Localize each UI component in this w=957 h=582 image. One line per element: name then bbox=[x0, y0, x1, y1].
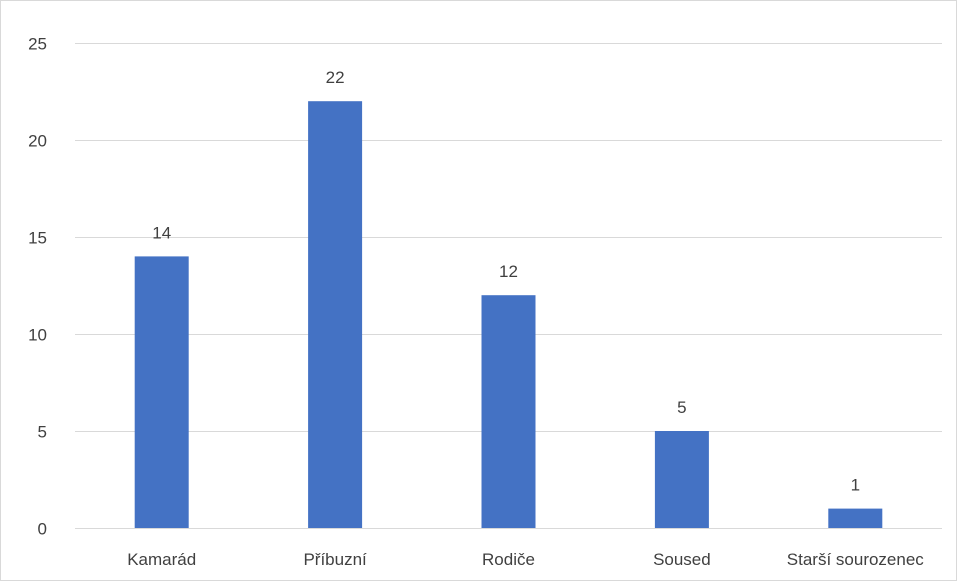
category-label: Rodiče bbox=[482, 550, 535, 569]
y-tick-label: 15 bbox=[28, 229, 47, 248]
data-label: 1 bbox=[851, 476, 860, 495]
data-label: 14 bbox=[152, 223, 171, 242]
bar bbox=[654, 431, 709, 528]
data-labels: 14 22 12 5 1 bbox=[152, 68, 860, 494]
y-tick-label: 20 bbox=[28, 132, 47, 151]
bar bbox=[134, 256, 189, 528]
x-axis-category-labels: Kamarád Příbuzní Rodiče Soused Starší souroz… bbox=[127, 550, 924, 569]
y-axis-tick-labels: 0 5 10 15 20 25 bbox=[28, 35, 47, 539]
category-label: Příbuzní bbox=[303, 550, 367, 569]
bar bbox=[828, 508, 883, 528]
data-label: 5 bbox=[677, 398, 686, 417]
bar bbox=[308, 101, 363, 528]
y-tick-label: 0 bbox=[38, 520, 47, 539]
bars bbox=[134, 101, 883, 528]
data-label: 22 bbox=[326, 68, 345, 87]
bar bbox=[481, 295, 536, 528]
y-tick-label: 5 bbox=[38, 423, 47, 442]
category-label: Kamarád bbox=[127, 550, 196, 569]
y-tick-label: 25 bbox=[28, 35, 47, 54]
y-tick-label: 10 bbox=[28, 326, 47, 345]
category-label: Starší sourozenec bbox=[787, 550, 925, 569]
category-label: Soused bbox=[653, 550, 711, 569]
data-label: 12 bbox=[499, 262, 518, 281]
